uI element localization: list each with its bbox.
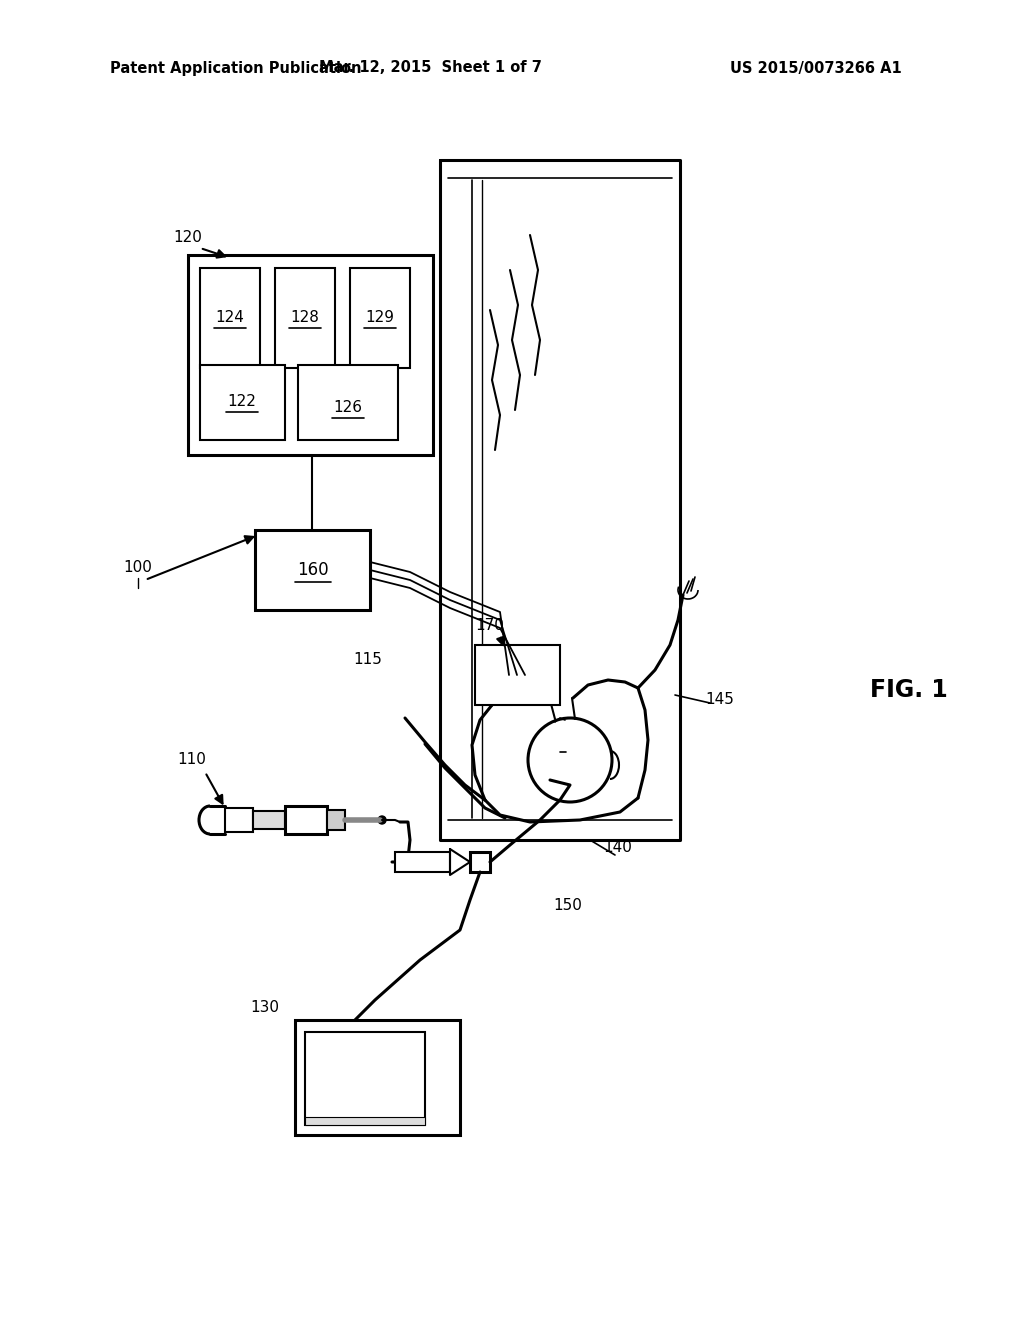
Text: 150: 150	[554, 898, 583, 912]
Text: 129: 129	[366, 310, 394, 326]
Circle shape	[437, 1081, 447, 1092]
Text: 126: 126	[334, 400, 362, 414]
Bar	[285, 807, 327, 834]
Bar	[225, 808, 253, 832]
Bar	[470, 851, 490, 873]
Text: 124: 124	[216, 310, 245, 326]
Text: FIG. 1: FIG. 1	[870, 678, 948, 702]
Bar	[200, 268, 260, 368]
Circle shape	[437, 1063, 447, 1073]
Bar	[350, 268, 410, 368]
Text: 140: 140	[603, 841, 633, 855]
Text: 122: 122	[227, 395, 256, 409]
Text: 100: 100	[124, 561, 153, 576]
Bar	[327, 810, 345, 830]
Bar	[295, 1020, 460, 1135]
Bar	[200, 366, 285, 440]
Text: 160: 160	[297, 561, 329, 579]
Text: 120: 120	[173, 231, 203, 246]
Text: US 2015/0073266 A1: US 2015/0073266 A1	[730, 61, 902, 75]
Text: 110: 110	[177, 752, 207, 767]
Text: 170: 170	[475, 618, 505, 632]
Circle shape	[378, 816, 386, 824]
Bar	[275, 268, 335, 368]
Text: 115: 115	[353, 652, 382, 668]
Text: 130: 130	[251, 1001, 280, 1015]
Text: Patent Application Publication: Patent Application Publication	[110, 61, 361, 75]
Circle shape	[437, 1045, 447, 1055]
Bar	[305, 1117, 425, 1125]
Bar	[298, 366, 398, 440]
Bar	[475, 645, 560, 705]
Text: 145: 145	[706, 693, 734, 708]
Bar	[305, 1032, 425, 1125]
Bar	[253, 810, 285, 829]
Bar	[188, 255, 433, 455]
Text: Mar. 12, 2015  Sheet 1 of 7: Mar. 12, 2015 Sheet 1 of 7	[318, 61, 542, 75]
Bar	[255, 531, 370, 610]
Bar	[395, 851, 450, 873]
Text: 128: 128	[291, 310, 319, 326]
